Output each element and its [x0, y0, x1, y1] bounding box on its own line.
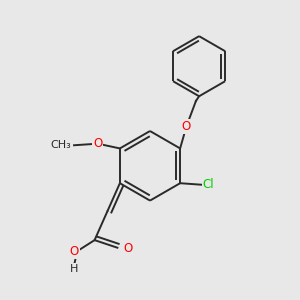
Text: Cl: Cl — [203, 178, 214, 191]
Text: O: O — [182, 120, 191, 133]
Text: O: O — [93, 137, 102, 150]
Text: O: O — [123, 242, 132, 254]
Text: O: O — [69, 245, 79, 258]
Text: H: H — [70, 264, 78, 274]
Text: CH₃: CH₃ — [50, 140, 71, 150]
